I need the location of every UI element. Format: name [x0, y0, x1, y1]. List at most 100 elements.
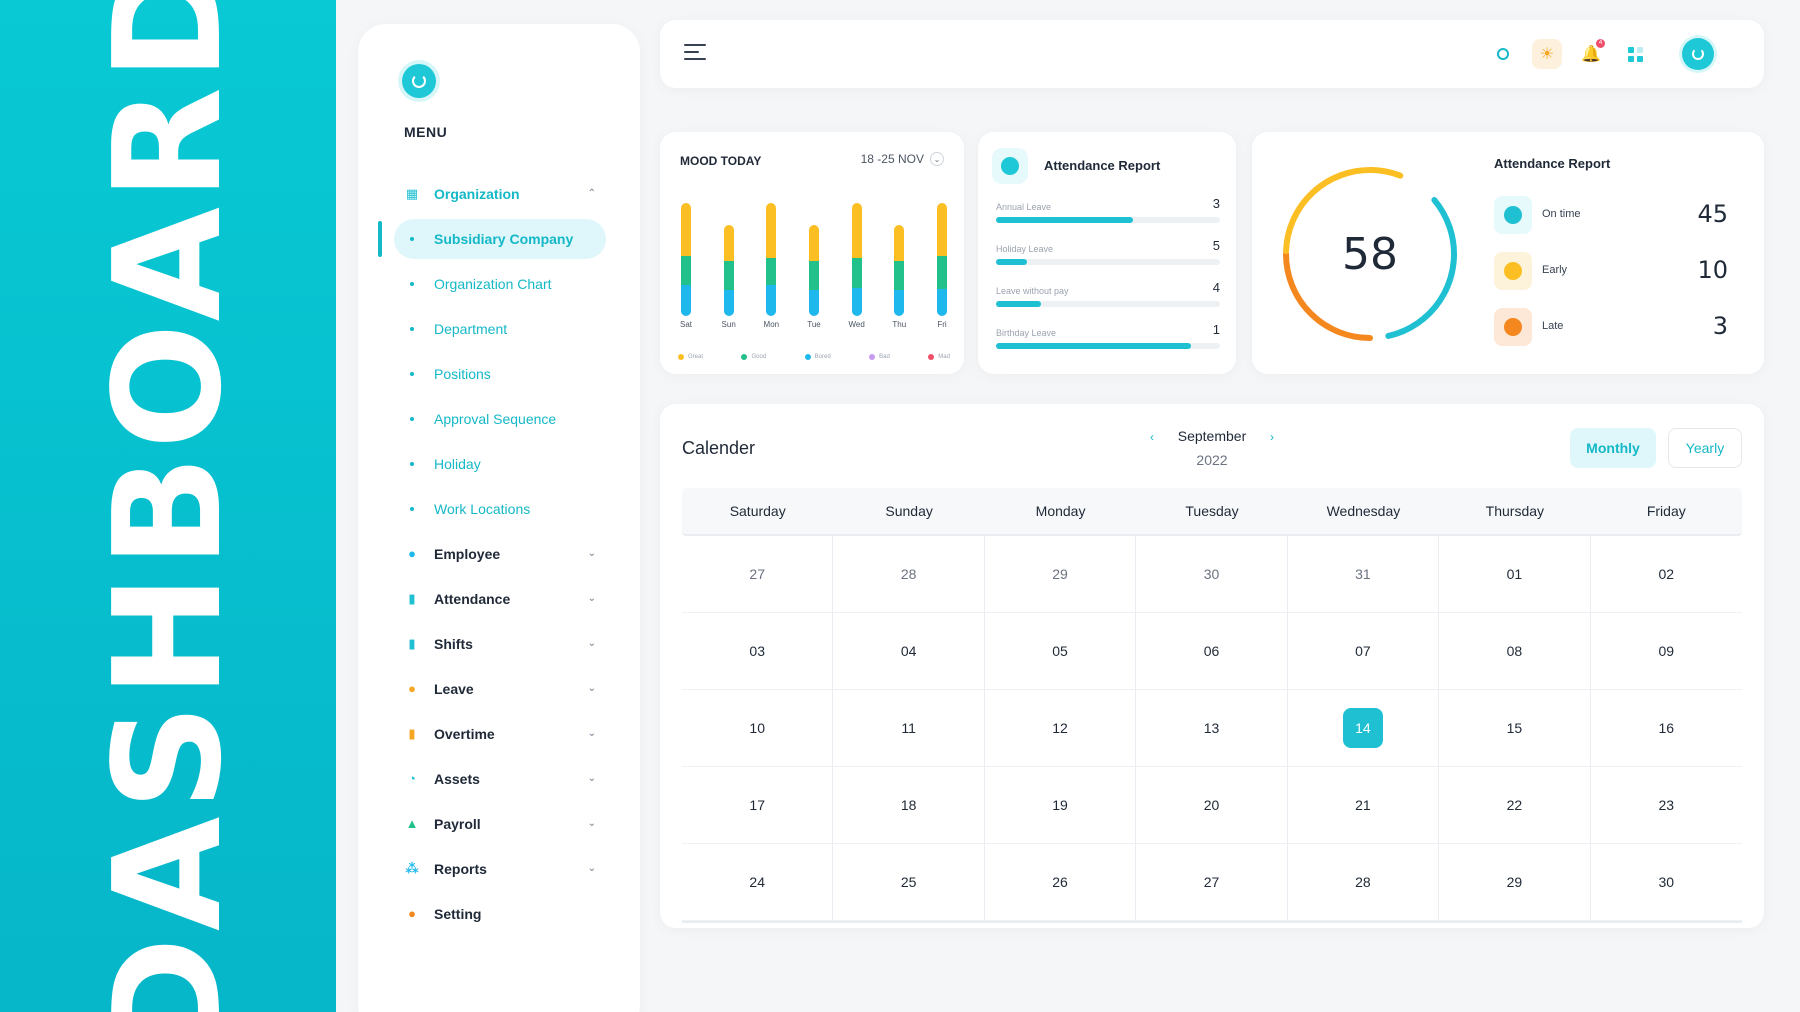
sidebar-item-attendance[interactable]: ▮ Attendance ⌄: [358, 576, 640, 621]
calendar-day[interactable]: 27: [682, 536, 834, 613]
calendar-day[interactable]: 18: [833, 767, 985, 844]
bullet-dot: [410, 371, 414, 376]
chevron-down-icon[interactable]: ⌄: [587, 863, 596, 874]
calendar-day[interactable]: 19: [984, 767, 1137, 844]
sidebar-item-assets[interactable]: ◔ Assets ⌄: [358, 756, 640, 801]
prev-month-icon[interactable]: ‹: [1150, 430, 1154, 444]
menu-toggle-icon[interactable]: [684, 44, 706, 65]
calendar-day[interactable]: 27: [1136, 844, 1288, 921]
notification-bell-icon[interactable]: 🔔 4: [1576, 39, 1606, 69]
calendar-day[interactable]: 24: [682, 844, 834, 921]
user-avatar[interactable]: [1682, 38, 1714, 70]
calendar-day[interactable]: 23: [1590, 767, 1742, 844]
calendar-day[interactable]: 20: [1136, 767, 1288, 844]
apps-grid-icon[interactable]: [1620, 39, 1650, 69]
sidebar-item-payroll[interactable]: ▲ Payroll ⌄: [358, 801, 640, 846]
sidebar: MENU ▦ Organization ⌃ Subsidiary Company Org…: [358, 24, 640, 1012]
chevron-down-icon[interactable]: ⌄: [587, 638, 596, 649]
chevron-down-icon[interactable]: ⌄: [587, 773, 596, 784]
attendance-gauge: [1283, 167, 1457, 342]
calendar-day-today[interactable]: 14: [1287, 690, 1440, 767]
weekday-monday: Monday: [1035, 503, 1086, 519]
sidebar-subitem-approval-sequence[interactable]: Approval Sequence: [358, 396, 640, 441]
calendar-day-number: 31: [1355, 566, 1371, 582]
monthly-toggle-button[interactable]: Monthly: [1570, 428, 1656, 468]
yearly-toggle-button[interactable]: Yearly: [1668, 428, 1742, 468]
calendar-day[interactable]: 04: [833, 613, 985, 690]
chevron-down-icon[interactable]: ⌄: [930, 152, 944, 166]
calendar-day[interactable]: 30: [1136, 536, 1288, 613]
sidebar-item-organization[interactable]: ▦ Organization ⌃: [358, 171, 640, 216]
sidebar-item-leave[interactable]: ● Leave ⌄: [358, 666, 640, 711]
sidebar-item-label: Employee: [434, 545, 501, 562]
mood-date-range[interactable]: 18 -25 NOV ⌄: [861, 152, 944, 166]
mood-legend-item: Bored: [804, 352, 831, 362]
calendar-day[interactable]: 02: [1590, 536, 1742, 613]
sidebar-subitem-holiday[interactable]: Holiday: [358, 441, 640, 486]
sidebar-subitem-label: Holiday: [434, 455, 481, 472]
leave-label: Leave without pay: [996, 286, 1069, 296]
leave-label: Birthday Leave: [996, 328, 1057, 338]
calendar-day[interactable]: 08: [1439, 613, 1591, 690]
mood-bar-segment: [894, 225, 905, 261]
legend-label: Good: [751, 354, 767, 360]
next-month-icon[interactable]: ›: [1270, 430, 1274, 444]
chevron-up-icon[interactable]: ⌃: [587, 188, 596, 199]
mood-bar-segment: [937, 288, 947, 316]
sidebar-subitem-work-locations[interactable]: Work Locations: [358, 486, 640, 531]
calendar-day[interactable]: 09: [1590, 613, 1742, 690]
calendar-day[interactable]: 25: [833, 844, 985, 921]
calendar-day[interactable]: 21: [1287, 767, 1440, 844]
calendar-day[interactable]: 28: [1287, 844, 1440, 921]
calendar-day[interactable]: 12: [984, 690, 1137, 767]
calendar-day[interactable]: 29: [984, 536, 1137, 613]
chevron-down-icon[interactable]: ⌄: [587, 728, 596, 739]
sidebar-subitem-subsidiary-company[interactable]: Subsidiary Company: [358, 216, 640, 261]
calendar-day[interactable]: 31: [1287, 536, 1440, 613]
calendar-day[interactable]: 15: [1439, 690, 1591, 767]
calendar-day[interactable]: 06: [1136, 613, 1288, 690]
calendar-day-number: 02: [1658, 566, 1675, 582]
sidebar-item-overtime[interactable]: ▮ Overtime ⌄: [358, 711, 640, 756]
calendar-day[interactable]: 29: [1439, 844, 1591, 921]
status-ring-icon[interactable]: [1488, 39, 1518, 69]
calendar-day[interactable]: 30: [1590, 844, 1742, 921]
calendar-day[interactable]: 07: [1287, 613, 1440, 690]
calendar-day[interactable]: 11: [833, 690, 985, 767]
calendar-day[interactable]: 28: [833, 536, 985, 613]
leave-value: 4: [1212, 280, 1220, 295]
calendar-day[interactable]: 05: [984, 613, 1137, 690]
sidebar-item-shifts[interactable]: ▮ Shifts ⌄: [358, 621, 640, 666]
chevron-down-icon[interactable]: ⌄: [587, 683, 596, 694]
report-icon: [992, 148, 1028, 184]
calendar-day[interactable]: 13: [1136, 690, 1288, 767]
legend-dot: [804, 354, 811, 360]
menu-title: MENU: [404, 124, 448, 140]
sidebar-subitem-department[interactable]: Department: [358, 306, 640, 351]
calendar-day[interactable]: 10: [682, 690, 834, 767]
chevron-down-icon[interactable]: ⌄: [587, 593, 596, 604]
calendar-day[interactable]: 01: [1439, 536, 1591, 613]
sidebar-subitem-label: Organization Chart: [434, 275, 552, 292]
sidebar-item-reports[interactable]: ⁂ Reports ⌄: [358, 846, 640, 891]
calendar-day-number: 29: [1506, 874, 1523, 890]
bullet-dot: [410, 326, 414, 331]
mood-legend: Great Good Bored Bad Mad: [676, 352, 952, 362]
calendar-day[interactable]: 22: [1439, 767, 1591, 844]
sidebar-item-setting[interactable]: ● Setting: [358, 891, 640, 936]
chevron-down-icon[interactable]: ⌄: [587, 818, 596, 829]
dashboard-banner: DASHBOARD: [0, 0, 336, 1012]
calendar-day[interactable]: 16: [1590, 690, 1742, 767]
chevron-down-icon[interactable]: ⌄: [587, 548, 596, 559]
theme-sun-icon[interactable]: ☀: [1532, 39, 1562, 69]
app-logo[interactable]: [402, 64, 436, 98]
calendar-day[interactable]: 17: [682, 767, 834, 844]
sidebar-item-employee[interactable]: ● Employee ⌄: [358, 531, 640, 576]
calendar-day[interactable]: 03: [682, 613, 834, 690]
payroll-icon: ▲: [405, 816, 419, 831]
sidebar-subitem-organization-chart[interactable]: Organization Chart: [358, 261, 640, 306]
sidebar-subitem-positions[interactable]: Positions: [358, 351, 640, 396]
calendar-day[interactable]: 26: [984, 844, 1137, 921]
mood-day-label: Fri: [937, 320, 947, 329]
weekday-saturday: Saturday: [729, 503, 786, 519]
